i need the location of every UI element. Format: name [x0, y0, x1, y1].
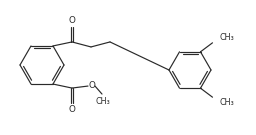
Text: O: O — [88, 81, 95, 90]
Text: CH₃: CH₃ — [219, 98, 234, 107]
Text: CH₃: CH₃ — [219, 33, 234, 42]
Text: O: O — [69, 104, 76, 114]
Text: O: O — [69, 16, 76, 25]
Text: CH₃: CH₃ — [96, 97, 110, 106]
